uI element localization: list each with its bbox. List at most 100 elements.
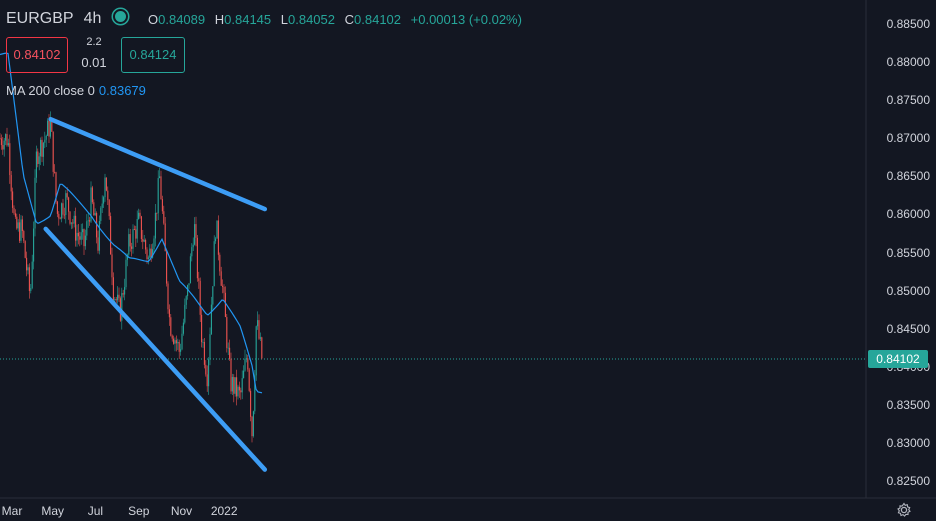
candle-body <box>38 156 40 164</box>
candle-body <box>160 176 162 200</box>
candle-body <box>233 377 235 394</box>
candle-body <box>101 203 103 208</box>
price-tick-label: 0.83500 <box>886 397 930 412</box>
price-tick-label: 0.87500 <box>886 93 930 108</box>
candle-body <box>91 187 93 203</box>
candle-body <box>175 340 177 344</box>
candle-body <box>150 248 152 258</box>
candle-body <box>217 220 219 255</box>
candle-body <box>168 309 170 318</box>
candle-body <box>154 212 156 239</box>
candle-body <box>21 219 23 231</box>
candle-body <box>129 234 131 247</box>
candle-body <box>16 216 18 229</box>
candle-body <box>157 178 159 214</box>
candle-body <box>112 277 114 301</box>
candle-body <box>41 139 43 157</box>
candle-body <box>257 320 259 327</box>
candle-body <box>100 207 102 221</box>
candle-body <box>62 203 64 215</box>
candle-body <box>171 335 173 339</box>
sell-button[interactable]: 0.84102 <box>6 37 68 73</box>
ma-legend[interactable]: MA 200 close 0 0.83679 <box>6 83 146 98</box>
candle-body <box>196 237 198 279</box>
price-tick-label: 0.85000 <box>886 283 930 298</box>
candle-body <box>166 251 168 284</box>
candle-body <box>126 254 128 260</box>
candle-body <box>139 212 141 217</box>
close-label: C <box>344 12 355 27</box>
candle-body <box>136 218 138 239</box>
timeframe-label[interactable]: 4h <box>83 10 102 27</box>
lower-trendline[interactable] <box>43 226 268 472</box>
ohlc-legend: O0.84089 H0.84145 L0.84052 C0.84102 +0.0… <box>148 12 528 27</box>
candle-body <box>254 375 256 412</box>
candle-body <box>212 286 214 305</box>
candle-body <box>194 224 196 245</box>
candle-body <box>237 386 239 397</box>
symbol-label[interactable]: EURGBP <box>6 10 74 27</box>
time-tick-label: 2022 <box>210 504 238 518</box>
price-tick-label: 0.85500 <box>886 245 930 260</box>
candle-body <box>84 235 86 247</box>
settings-gear-icon[interactable] <box>896 502 912 518</box>
candle-body <box>58 213 60 219</box>
time-tick-label: Sep <box>128 504 150 518</box>
candle-body <box>205 364 207 375</box>
candle-body <box>34 177 36 229</box>
candle-body <box>33 228 35 262</box>
candle-body <box>27 267 29 271</box>
candle-body <box>245 358 247 360</box>
candle-body <box>215 238 217 242</box>
candle-body <box>45 135 47 140</box>
candle-body <box>195 224 197 238</box>
candle-body <box>241 378 243 393</box>
candle-body <box>59 218 61 220</box>
candle-body <box>76 232 78 241</box>
low-value: 0.84052 <box>288 12 335 27</box>
candle-body <box>56 201 58 214</box>
candle-body <box>174 340 176 344</box>
candle-body <box>128 234 130 255</box>
candle-body <box>104 177 106 198</box>
candle-body <box>7 143 9 146</box>
current-price-tag: 0.84102 <box>868 349 928 368</box>
candle-body <box>66 193 68 198</box>
time-tick-label: Mar <box>1 504 23 518</box>
open-value: 0.84089 <box>158 12 206 27</box>
time-tick-label: May <box>41 504 65 518</box>
candle-body <box>231 377 233 392</box>
candle-body <box>40 139 42 157</box>
candle-body <box>223 286 225 293</box>
open-label: O <box>148 12 159 27</box>
candle-body <box>63 214 65 216</box>
candle-body <box>199 280 201 315</box>
candle-body <box>17 222 19 229</box>
candle-body <box>220 271 222 286</box>
price-tick-label: 0.88500 <box>886 17 930 31</box>
candle-body <box>159 176 161 179</box>
candle-body <box>35 151 37 178</box>
candle-body <box>115 299 117 301</box>
candle-body <box>9 143 11 176</box>
buy-button[interactable]: 0.84124 <box>121 37 185 73</box>
candle-body <box>5 134 7 141</box>
candle-body <box>182 322 184 334</box>
candle-body <box>131 246 133 249</box>
candle-body <box>208 359 210 387</box>
candle-body <box>156 212 158 214</box>
candle-body <box>6 134 8 146</box>
candle-body <box>251 416 253 437</box>
candle-body <box>77 232 79 237</box>
candle-body <box>30 288 32 291</box>
ma-label: MA 200 close 0 <box>6 83 95 98</box>
candle-body <box>44 139 46 143</box>
candle-body <box>248 369 250 391</box>
upper-trendline[interactable] <box>48 116 268 212</box>
candle-body <box>117 294 119 301</box>
candle-body <box>49 119 51 137</box>
candle-body <box>94 213 96 216</box>
candle-body <box>191 247 193 257</box>
price-tick-label: 0.86500 <box>886 169 930 184</box>
